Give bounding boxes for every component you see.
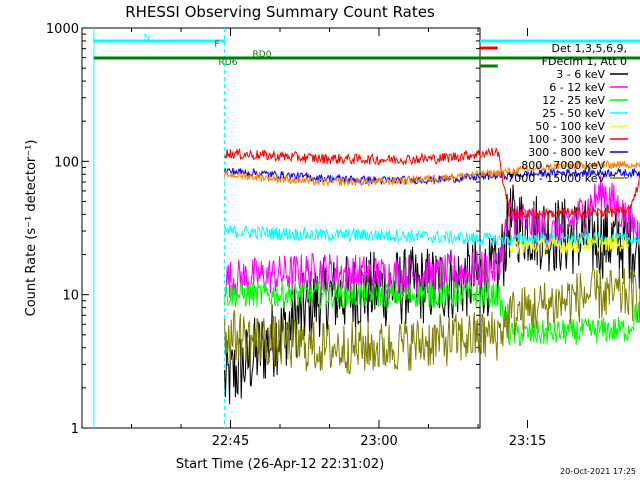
legend-entry-label: 7000 - 15000 keV [507,172,605,185]
legend-entry-label: 25 - 50 keV [542,107,605,120]
legend-entry-label: 50 - 100 keV [535,120,605,133]
legend-entry-label: 800 - 7000 keV [521,159,605,172]
legend-entry-label: 12 - 25 keV [542,94,605,107]
chart-title: RHESSI Observing Summary Count Rates [125,3,435,21]
flag-label: N [144,33,151,43]
series-line-2 [224,175,640,299]
y-tick-label: 1 [71,422,79,437]
series-line-6 [224,146,640,221]
series-line-5 [509,236,629,255]
series-line-4 [224,225,640,247]
legend-entry-label: 6 - 12 keV [549,81,605,94]
legend-entry-label: 100 - 300 keV [528,133,605,146]
flag-label: F [214,40,219,50]
legend-entry-label: 3 - 6 keV [556,68,605,81]
flag-label: RD0 [253,50,272,60]
legend-entry-label: 300 - 800 keV [528,146,605,159]
series-line-3 [224,281,640,347]
flag-label: RD6 [219,58,238,68]
series-line-1 [224,184,640,405]
x-axis-label: Start Time (26-Apr-12 22:31:02) [176,457,384,472]
x-tick-label: 23:00 [360,434,397,449]
x-tick-label: 23:15 [509,434,546,449]
y-axis-label: Count Rate (s⁻¹ detector⁻¹) [24,140,39,317]
legend-header-line: Det 1,3,5,6,9, [551,42,627,55]
plot-frame [81,27,481,429]
series-line-9 [224,267,640,374]
y-tick-label: 100 [54,155,79,170]
y-tick-label: 1000 [46,22,79,37]
y-tick-label: 10 [62,289,79,304]
legend: Det 1,3,5,6,9,FDecim 1, Att 03 - 6 keV6 … [507,42,628,185]
footer-date: 20-Oct-2021 17:25 [560,467,636,476]
plot-area: 110100100022:4523:0023:1523:3023:4500:00… [46,22,640,449]
legend-header-line: FDecim 1, Att 0 [542,55,627,68]
series-line-8 [224,159,640,188]
x-tick-label: 22:45 [212,434,249,449]
